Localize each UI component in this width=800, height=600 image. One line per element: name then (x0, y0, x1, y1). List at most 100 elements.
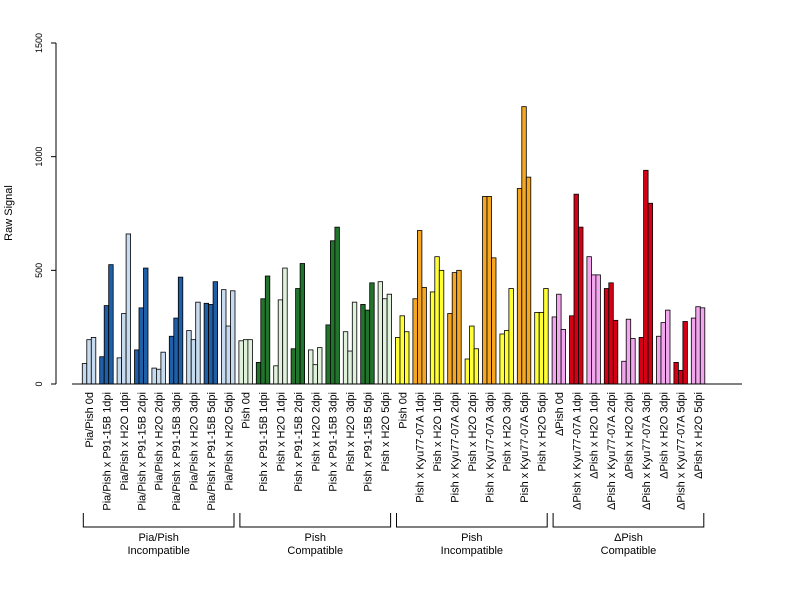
bar (81, 363, 88, 385)
bar (608, 282, 614, 385)
bar (208, 304, 214, 385)
bar-group (255, 275, 271, 385)
x-tick-label: Pia/Pish x H2O 3dpi (188, 392, 200, 490)
bar (242, 339, 249, 385)
bar (125, 233, 131, 385)
bar (295, 288, 301, 385)
bar (591, 274, 597, 385)
group-label: ΔPish (614, 532, 643, 544)
x-tick-label: ΔPish x Kyu77-07A 1dpi (571, 392, 583, 510)
bar (395, 336, 401, 385)
bar (416, 230, 423, 385)
bar (673, 362, 679, 385)
bar (665, 309, 671, 385)
bar-group (690, 306, 706, 385)
bar (108, 264, 114, 385)
bar (486, 196, 492, 385)
bar (695, 306, 701, 385)
bar (543, 288, 549, 385)
group-label: Pia/Pish (138, 532, 178, 544)
x-tick-label: Pish x H2O 3dpi (502, 392, 514, 471)
x-tick-label: Pish x H2O 2dpi (467, 392, 479, 471)
x-tick-label: Pish x H2O 5dpi (380, 392, 392, 471)
bar (404, 331, 410, 385)
bar (647, 202, 653, 385)
bar (190, 339, 197, 385)
group-label: Compatible (601, 545, 657, 557)
bar (551, 316, 557, 385)
bar (621, 360, 627, 385)
bar (230, 290, 236, 385)
bar (399, 315, 405, 385)
bar (151, 367, 157, 385)
x-tick-label: Pia/Pish x P91-15B 3dpi (171, 392, 183, 511)
x-tick-label: Pia/Pish x P91-15B 5dpi (206, 392, 218, 511)
bar (299, 263, 306, 385)
bar-group (621, 318, 636, 385)
bar-group (656, 309, 671, 385)
x-tick-label: Pish x H2O 1dpi (275, 392, 287, 471)
bracket-line (239, 513, 392, 528)
y-tick-label: 1500 (34, 33, 44, 53)
x-tick-label: Pia/Pish x P91-15B 1dpi (101, 392, 113, 511)
bar (351, 301, 358, 385)
bar-group (429, 256, 445, 385)
y-tick-label: 0 (34, 381, 44, 386)
bar (360, 304, 366, 385)
bar-group (516, 106, 532, 385)
bar (690, 317, 697, 385)
group-label: Incompatible (127, 545, 189, 557)
bar (347, 350, 353, 385)
x-tick-label: Pish x H2O 5dpi (536, 392, 548, 471)
x-tick-label: Pish x Kyu77-07A 1dpi (415, 392, 427, 503)
bar (221, 289, 227, 385)
bar-group (273, 267, 288, 385)
bar (238, 340, 244, 385)
bar-group (551, 293, 566, 385)
bar-group (377, 281, 393, 385)
bar (212, 281, 219, 385)
bar (86, 339, 92, 385)
bar-group (603, 282, 619, 385)
bars (81, 106, 706, 385)
y-axis: 0 500 1000 1500 (34, 33, 57, 387)
bar (625, 318, 632, 385)
bar (134, 349, 140, 385)
bar (482, 196, 488, 385)
bar (377, 281, 384, 385)
bar (503, 330, 510, 385)
x-tick-label: ΔPish x H2O 3dpi (658, 392, 670, 479)
bar (438, 269, 445, 385)
bar-group (116, 233, 131, 385)
bar (282, 267, 288, 385)
bar-group (186, 301, 201, 385)
bar-group (464, 325, 480, 385)
bar (656, 335, 662, 385)
bar (90, 336, 97, 385)
bar (660, 322, 666, 385)
x-tick-label: Pish x H2O 2dpi (310, 392, 322, 471)
bar (312, 364, 318, 385)
bar (578, 226, 584, 385)
bar (525, 176, 532, 385)
bar-group (482, 196, 497, 385)
bracket-line (552, 513, 705, 528)
x-tick-label: Pia/Pish x H2O 1dpi (119, 392, 131, 490)
x-tick-label: ΔPish x H2O 1dpi (589, 392, 601, 479)
bar (99, 356, 105, 385)
bracket-line (82, 513, 235, 528)
bar (203, 302, 210, 385)
bar (682, 321, 688, 385)
bar (569, 315, 575, 385)
group-label: Compatible (287, 545, 343, 557)
bar-group (308, 347, 323, 385)
y-tick-label: 1000 (34, 147, 44, 167)
x-tick-label: ΔPish x Kyu77-07A 5dpi (676, 392, 688, 510)
y-axis-label: Raw Signal (3, 185, 15, 241)
bar (369, 282, 375, 385)
x-tick-label: Pia/Pish 0d (84, 392, 96, 448)
bar-group (360, 282, 375, 385)
